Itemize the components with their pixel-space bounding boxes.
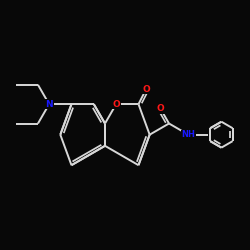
Text: O: O <box>142 85 150 94</box>
Text: N: N <box>45 100 53 109</box>
Text: NH: NH <box>182 130 195 139</box>
Text: O: O <box>112 100 120 109</box>
Text: O: O <box>157 104 164 114</box>
